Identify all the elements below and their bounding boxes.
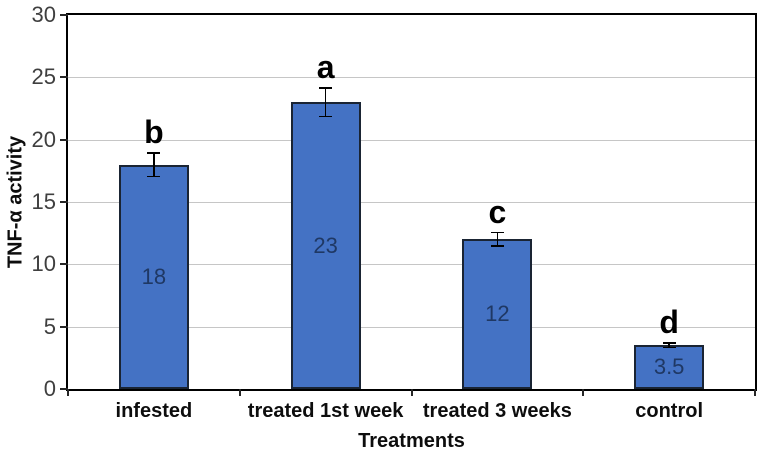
y-tick bbox=[60, 263, 68, 266]
error-bar bbox=[153, 152, 155, 178]
x-tick bbox=[67, 389, 69, 396]
error-bar-cap-top bbox=[319, 87, 333, 89]
y-tick-label: 0 bbox=[43, 376, 56, 401]
y-tick-label: 25 bbox=[31, 64, 56, 90]
y-tick-label: 10 bbox=[31, 251, 56, 277]
x-tick bbox=[410, 389, 413, 396]
error-bar bbox=[324, 87, 327, 118]
error-bar-cap-bottom bbox=[147, 175, 161, 178]
bar bbox=[634, 345, 705, 389]
y-tick bbox=[60, 138, 68, 141]
error-bar-cap-top bbox=[662, 342, 676, 344]
sig-letter: c bbox=[488, 193, 507, 230]
gridline bbox=[68, 77, 755, 79]
value-label: 12 bbox=[485, 301, 510, 327]
category-label: control bbox=[635, 400, 704, 422]
gridline bbox=[68, 326, 755, 328]
y-tick bbox=[60, 388, 68, 390]
bar bbox=[118, 164, 189, 389]
bar bbox=[462, 239, 533, 389]
y-tick bbox=[60, 325, 68, 328]
y-tick bbox=[60, 201, 68, 203]
x-axis-title: Treatments bbox=[358, 430, 465, 452]
gridline bbox=[68, 264, 755, 266]
y-tick bbox=[60, 76, 68, 79]
x-tick bbox=[582, 389, 585, 396]
category-label: treated 3 weeks bbox=[422, 400, 572, 422]
y-tick-label: 20 bbox=[31, 126, 56, 152]
value-label: 23 bbox=[313, 232, 338, 258]
error-bar bbox=[668, 342, 670, 349]
sig-letter: d bbox=[659, 304, 679, 341]
gridline bbox=[68, 202, 755, 203]
x-tick bbox=[754, 389, 756, 396]
error-bar bbox=[496, 231, 499, 247]
bar bbox=[290, 102, 361, 389]
error-bar-cap-top bbox=[147, 152, 161, 154]
sig-letter: a bbox=[316, 49, 335, 86]
error-bar-cap-bottom bbox=[662, 346, 676, 349]
category-label: treated 1st week bbox=[247, 400, 404, 422]
error-bar-cap-top bbox=[490, 231, 504, 234]
y-tick-label: 5 bbox=[43, 313, 56, 339]
y-tick bbox=[60, 14, 68, 16]
y-tick-label: 30 bbox=[31, 2, 56, 27]
value-label: 18 bbox=[141, 263, 167, 289]
value-label: 3.5 bbox=[653, 354, 685, 380]
category-label: infested bbox=[115, 400, 193, 422]
error-bar-cap-bottom bbox=[490, 245, 504, 247]
x-tick bbox=[238, 389, 241, 396]
y-tick-label: 15 bbox=[31, 189, 56, 214]
gridline bbox=[68, 139, 755, 141]
plot-area: b 18 a 23 c 12 d 3.5 bbox=[68, 15, 755, 389]
error-bar-cap-bottom bbox=[319, 115, 333, 118]
sig-letter: b bbox=[144, 114, 164, 151]
